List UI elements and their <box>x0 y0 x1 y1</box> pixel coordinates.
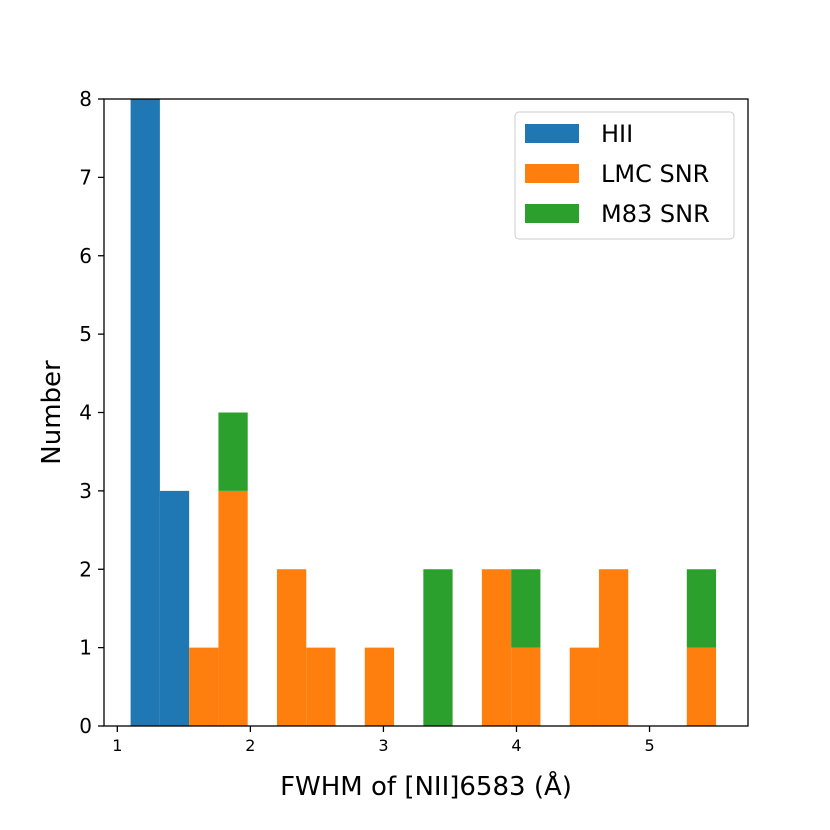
bar-m83-snr-bin-3 <box>218 412 248 491</box>
x-axis: 1 2 3 4 5 <box>112 726 655 755</box>
y-tick-label: 2 <box>79 557 92 581</box>
x-tick-label: 1 <box>112 736 122 755</box>
legend-label: LMC SNR <box>601 160 709 188</box>
legend-swatch-lmc-snr <box>525 164 579 183</box>
bar-lmc-snr-bin-15 <box>569 647 599 726</box>
bar-hii-bin-0 <box>130 99 160 726</box>
bar-lmc-snr-bin-19 <box>686 647 717 726</box>
y-axis: 0 1 2 3 4 5 6 7 8 <box>79 87 104 738</box>
x-tick-label: 2 <box>245 736 255 755</box>
bar-m83-snr-bin-10 <box>423 569 453 726</box>
x-tick-label: 4 <box>511 736 521 755</box>
bar-lmc-snr-bin-2 <box>189 647 219 726</box>
y-tick-label: 4 <box>79 401 92 425</box>
x-tick-label: 5 <box>644 736 654 755</box>
bar-hii-bin-1 <box>159 490 190 726</box>
legend-label: M83 SNR <box>601 200 710 228</box>
legend-swatch-m83-snr <box>525 204 579 223</box>
legend: HII LMC SNR M83 SNR <box>514 111 735 240</box>
y-tick-label: 0 <box>79 714 92 738</box>
bar-lmc-snr-bin-16 <box>598 569 629 726</box>
bar-lmc-snr-bin-12 <box>481 569 512 726</box>
bars-layer <box>130 99 717 726</box>
bar-lmc-snr-bin-8 <box>364 647 395 726</box>
bar-m83-snr-bin-13 <box>511 569 541 648</box>
legend-swatch-hii <box>525 124 579 143</box>
legend-label: HII <box>601 120 633 148</box>
y-tick-label: 5 <box>79 322 92 346</box>
y-tick-label: 8 <box>79 87 92 111</box>
x-tick-label: 3 <box>378 736 388 755</box>
bar-m83-snr-bin-19 <box>686 569 717 648</box>
x-axis-label: FWHM of [NII]6583 (Å) <box>280 770 572 802</box>
bar-lmc-snr-bin-3 <box>218 490 248 726</box>
bar-lmc-snr-bin-6 <box>306 647 336 726</box>
bar-lmc-snr-bin-13 <box>511 647 541 726</box>
y-axis-label: Number <box>37 360 67 465</box>
y-tick-label: 1 <box>79 636 92 660</box>
bar-lmc-snr-bin-5 <box>276 569 307 726</box>
y-tick-label: 6 <box>79 244 92 268</box>
y-tick-label: 7 <box>79 165 92 189</box>
y-tick-label: 3 <box>79 479 92 503</box>
